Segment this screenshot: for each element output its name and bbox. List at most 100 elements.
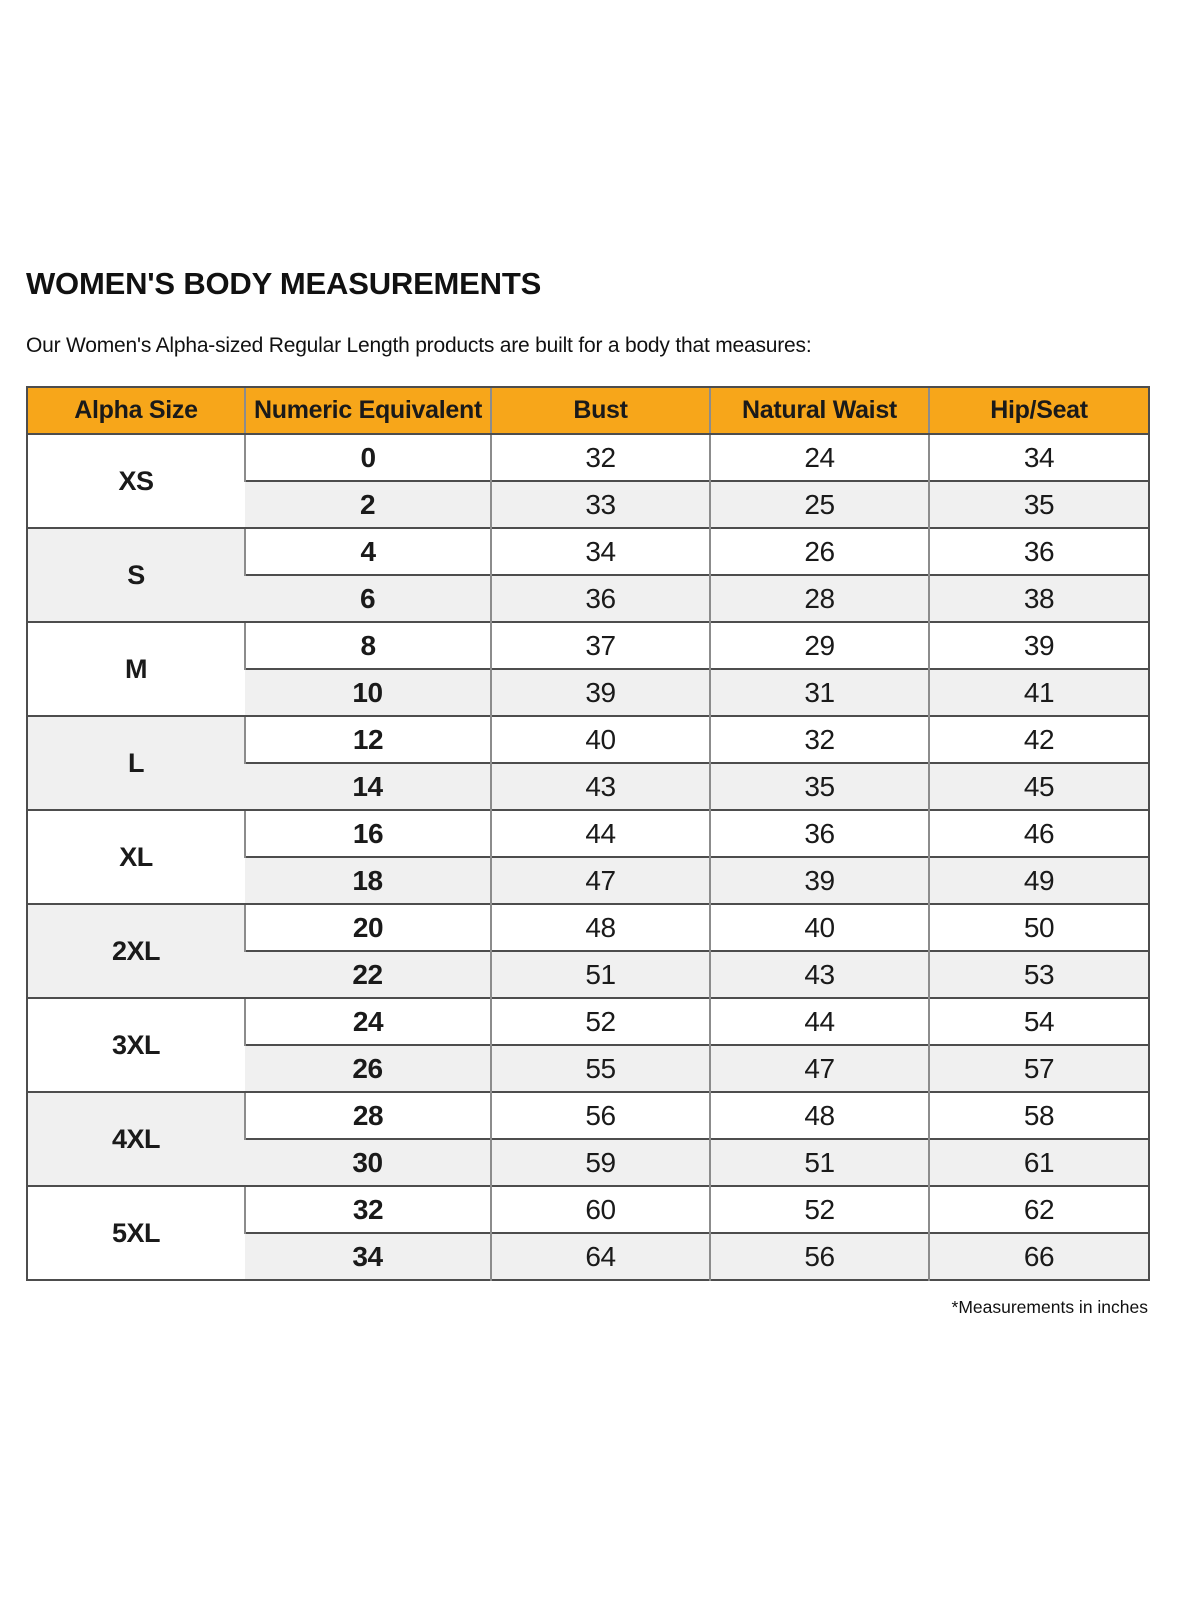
hip-cell: 62 <box>928 1185 1149 1233</box>
bust-cell: 59 <box>490 1138 710 1186</box>
numeric-cell: 0 <box>244 433 491 481</box>
hip-cell: 42 <box>928 715 1149 763</box>
hip-cell: 49 <box>928 856 1149 904</box>
waist-cell: 28 <box>709 574 929 622</box>
numeric-cell: 18 <box>245 856 491 904</box>
waist-cell: 44 <box>709 997 929 1045</box>
bust-cell: 44 <box>490 809 710 857</box>
bust-cell: 34 <box>490 527 710 575</box>
hip-cell: 36 <box>928 527 1149 575</box>
bust-cell: 55 <box>490 1044 710 1092</box>
table-row-xs-2: 2 33 25 35 <box>27 480 1149 528</box>
waist-cell: 36 <box>709 809 929 857</box>
numeric-cell: 34 <box>245 1232 491 1280</box>
table-header-row: Alpha Size Numeric Equivalent Bust Natur… <box>27 386 1149 435</box>
bust-cell: 33 <box>490 480 710 528</box>
bust-cell: 36 <box>490 574 710 622</box>
hip-cell: 46 <box>928 809 1149 857</box>
alpha-size-cell: 4XL <box>27 1091 245 1186</box>
hip-cell: 54 <box>928 997 1149 1045</box>
bust-cell: 37 <box>490 621 710 669</box>
bust-cell: 52 <box>490 997 710 1045</box>
waist-cell: 47 <box>709 1044 929 1092</box>
numeric-cell: 10 <box>245 668 491 716</box>
table-row-s-4: S 4 34 26 36 <box>27 527 1149 622</box>
measurements-footnote: *Measurements in inches <box>951 1297 1148 1317</box>
bust-cell: 47 <box>490 856 710 904</box>
table-row-4xl-28: 4XL 28 56 48 58 <box>27 1091 1149 1186</box>
waist-cell: 24 <box>709 433 929 481</box>
waist-cell: 25 <box>709 480 929 528</box>
alpha-size-cell: 3XL <box>27 997 245 1092</box>
waist-cell: 40 <box>709 903 929 951</box>
bust-cell: 48 <box>490 903 710 951</box>
table-row-s-6: 6 36 28 38 <box>27 574 1149 622</box>
numeric-cell: 26 <box>245 1044 491 1092</box>
numeric-cell: 12 <box>244 715 491 763</box>
waist-cell: 35 <box>709 762 929 810</box>
alpha-size-cell: S <box>27 527 245 622</box>
bust-cell: 56 <box>490 1091 710 1139</box>
numeric-cell: 8 <box>244 621 491 669</box>
numeric-cell: 24 <box>244 997 491 1045</box>
hip-cell: 61 <box>928 1138 1149 1186</box>
header-bust: Bust <box>490 386 710 435</box>
header-hip-seat: Hip/Seat <box>928 386 1149 435</box>
numeric-cell: 4 <box>244 527 491 575</box>
table-row-3xl-26: 26 55 47 57 <box>27 1044 1149 1092</box>
numeric-cell: 6 <box>245 574 491 622</box>
page-title: WOMEN'S BODY MEASUREMENTS <box>26 266 542 301</box>
numeric-cell: 16 <box>244 809 491 857</box>
header-numeric-equivalent: Numeric Equivalent <box>244 386 491 435</box>
table-row-l-14: 14 43 35 45 <box>27 762 1149 810</box>
bust-cell: 51 <box>490 950 710 998</box>
table-row-l-12: L 12 40 32 42 <box>27 715 1149 810</box>
waist-cell: 29 <box>709 621 929 669</box>
waist-cell: 26 <box>709 527 929 575</box>
alpha-size-cell: M <box>27 621 245 716</box>
numeric-cell: 22 <box>245 950 491 998</box>
waist-cell: 48 <box>709 1091 929 1139</box>
alpha-size-cell: 5XL <box>27 1185 245 1280</box>
waist-cell: 31 <box>709 668 929 716</box>
hip-cell: 38 <box>928 574 1149 622</box>
waist-cell: 56 <box>709 1232 929 1280</box>
table-row-xl-18: 18 47 39 49 <box>27 856 1149 904</box>
waist-cell: 32 <box>709 715 929 763</box>
table-row-5xl-32: 5XL 32 60 52 62 <box>27 1185 1149 1280</box>
header-natural-waist: Natural Waist <box>709 386 929 435</box>
waist-cell: 43 <box>709 950 929 998</box>
body-measurements-table: Alpha Size Numeric Equivalent Bust Natur… <box>26 386 1150 1281</box>
table-row-5xl-34: 34 64 56 66 <box>27 1232 1149 1280</box>
hip-cell: 57 <box>928 1044 1149 1092</box>
numeric-cell: 32 <box>244 1185 491 1233</box>
hip-cell: 66 <box>928 1232 1149 1280</box>
hip-cell: 35 <box>928 480 1149 528</box>
bust-cell: 60 <box>490 1185 710 1233</box>
numeric-cell: 14 <box>245 762 491 810</box>
bust-cell: 43 <box>490 762 710 810</box>
bust-cell: 32 <box>490 433 710 481</box>
alpha-size-cell: XS <box>27 433 245 528</box>
table-row-m-8: M 8 37 29 39 <box>27 621 1149 716</box>
hip-cell: 34 <box>928 433 1149 481</box>
table-row-m-10: 10 39 31 41 <box>27 668 1149 716</box>
bust-cell: 64 <box>490 1232 710 1280</box>
numeric-cell: 2 <box>245 480 491 528</box>
table-row-2xl-20: 2XL 20 48 40 50 <box>27 903 1149 998</box>
alpha-size-cell: L <box>27 715 245 810</box>
table-row-2xl-22: 22 51 43 53 <box>27 950 1149 998</box>
bust-cell: 39 <box>490 668 710 716</box>
table-row-xl-16: XL 16 44 36 46 <box>27 809 1149 904</box>
alpha-size-cell: 2XL <box>27 903 245 998</box>
table-row-3xl-24: 3XL 24 52 44 54 <box>27 997 1149 1092</box>
bust-cell: 40 <box>490 715 710 763</box>
waist-cell: 39 <box>709 856 929 904</box>
hip-cell: 45 <box>928 762 1149 810</box>
hip-cell: 53 <box>928 950 1149 998</box>
hip-cell: 41 <box>928 668 1149 716</box>
waist-cell: 52 <box>709 1185 929 1233</box>
alpha-size-cell: XL <box>27 809 245 904</box>
table-row-xs-0: XS 0 32 24 34 <box>27 433 1149 528</box>
